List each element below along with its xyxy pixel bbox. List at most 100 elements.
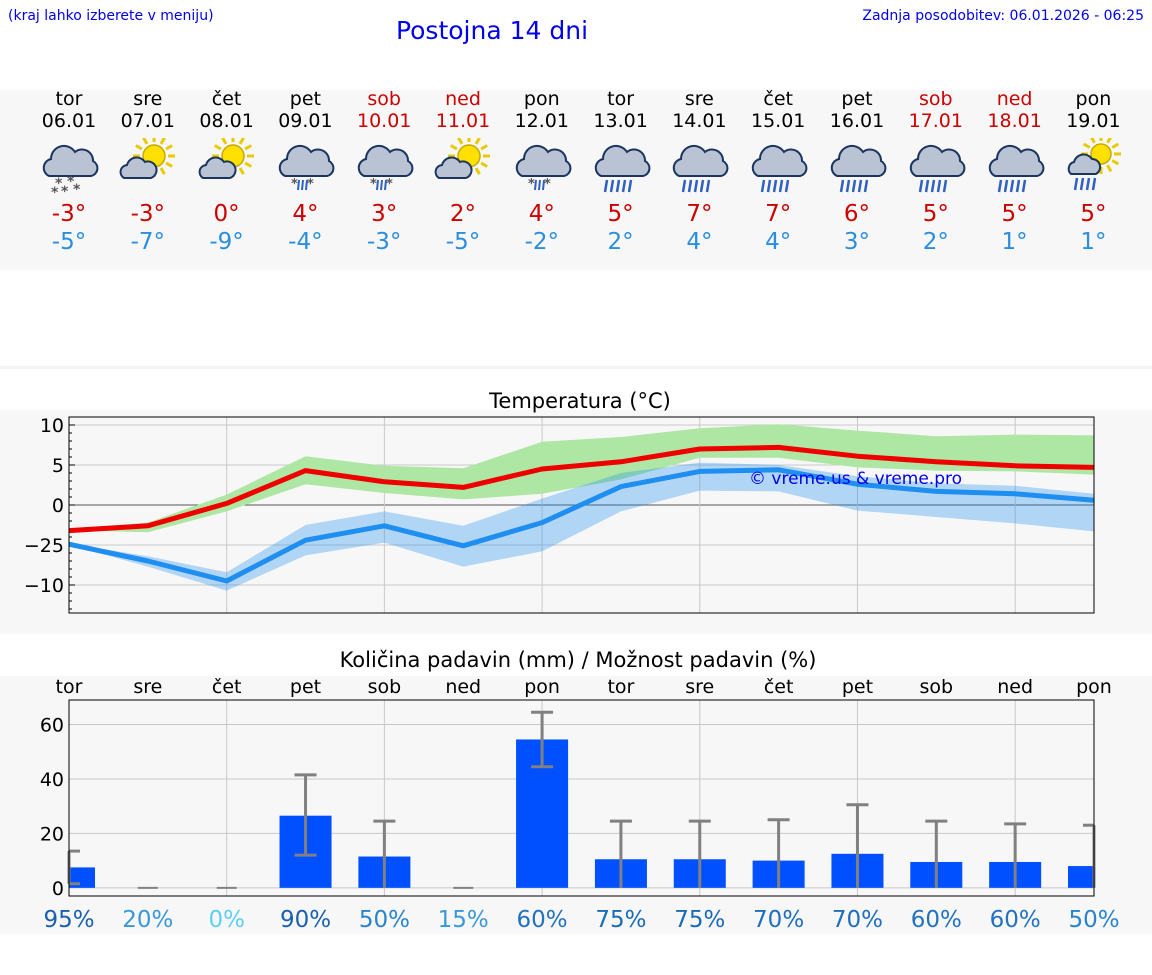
temp-min: 1° (1080, 229, 1107, 255)
separator (0, 366, 1152, 369)
svg-text:*: * (544, 177, 551, 192)
day-date: 16.01 (829, 110, 885, 132)
temperature-chart: 10 5 0 −25 −10 © vreme.us & vreme.pro (24, 415, 1095, 614)
temp-max: 4° (292, 201, 319, 227)
temperature-chart-title: Temperatura (°C) (488, 389, 671, 413)
day-name: pet (841, 88, 873, 110)
precip-probability: 0% (208, 907, 245, 933)
plot-frame (68, 416, 1095, 614)
day-name: pet (289, 88, 321, 110)
svg-text:*: * (67, 174, 75, 190)
day-name: sre (684, 88, 714, 110)
svg-text:*: * (61, 184, 69, 196)
precip-probability: 90% (280, 907, 331, 933)
day-column: ned 11.01 2° -5° (423, 88, 503, 256)
y-tick-label: 5 (52, 455, 64, 477)
day-date: 07.01 (120, 110, 175, 132)
temp-max: 6° (843, 201, 871, 227)
svg-text:*: * (386, 177, 393, 192)
precip-probability: 75% (595, 907, 646, 933)
y-tick-label: 0 (52, 495, 64, 517)
precip-probability: 50% (1068, 907, 1119, 933)
sun-cloud-icon (187, 138, 267, 196)
category-label: pet (842, 676, 873, 698)
day-name: tor (55, 88, 83, 110)
category-label: ned (445, 676, 481, 698)
temp-min: -2° (524, 229, 560, 255)
day-column: ned 18.01 5° 1° (975, 88, 1055, 256)
y-tick-label: 0 (52, 878, 64, 900)
day-column: pet 16.01 6° 3° (817, 88, 897, 256)
min-temp-range-band (69, 462, 1094, 591)
temp-max: 5° (922, 201, 949, 227)
watermark: © vreme.us & vreme.pro (749, 469, 962, 489)
category-label: čet (764, 676, 794, 698)
temp-max: 7° (686, 201, 713, 227)
day-name: čet (763, 88, 793, 110)
day-column: tor 06.01 * * * * * -3° -5° (29, 88, 109, 256)
day-name: pon (1075, 88, 1112, 110)
day-name: pon (523, 88, 560, 110)
day-name: sre (133, 88, 163, 110)
day-column: pon 12.01 * * 4° -2° (502, 88, 582, 256)
y-tick-label: 10 (40, 415, 64, 437)
day-date: 18.01 (987, 110, 1042, 132)
cloud-rain-icon (896, 138, 976, 196)
svg-text:*: * (51, 185, 59, 196)
y-tick-label: 60 (40, 715, 64, 737)
y-tick-label: 40 (40, 769, 64, 791)
temp-max: 0° (213, 201, 240, 227)
day-forecast-band (0, 90, 1152, 270)
temp-min: 1° (1001, 229, 1028, 255)
day-date: 12.01 (514, 110, 569, 132)
category-label: tor (607, 676, 634, 698)
temp-min: -5° (445, 229, 481, 255)
location-hint[interactable]: (kraj lahko izberete v meniju) (8, 8, 214, 24)
sun-cloud-icon (108, 138, 188, 196)
temp-min: 2° (607, 229, 634, 255)
precip-probability: 50% (359, 907, 410, 933)
day-column: čet 08.01 0° -9° (187, 88, 267, 256)
precip-bar (1068, 866, 1094, 888)
temp-min: -3° (366, 229, 402, 255)
y-tick-label: −25 (24, 535, 64, 557)
day-date: 10.01 (356, 110, 412, 132)
temp-max: 5° (607, 201, 634, 227)
category-label: pet (290, 676, 321, 698)
precip-probability: 60% (517, 907, 568, 933)
precip-probability: 15% (438, 907, 489, 933)
max-temp-range-band (69, 424, 1094, 533)
cloud-sleet-icon: * * (502, 138, 582, 196)
plot-frame (68, 699, 1095, 897)
temp-min: 3° (843, 229, 871, 255)
day-column: sre 14.01 7° 4° (659, 88, 739, 256)
cloud-rain-icon (659, 138, 739, 196)
svg-text:*: * (55, 176, 63, 192)
precip-probability: 95% (43, 907, 94, 933)
precip-probability: 60% (990, 907, 1041, 933)
day-date: 06.01 (41, 110, 97, 132)
sun-cloud-icon (423, 138, 503, 196)
day-date: 09.01 (278, 110, 333, 132)
day-date: 08.01 (199, 110, 254, 132)
cloud-sleet-icon: * * (344, 138, 424, 196)
day-name: tor (607, 88, 635, 110)
max-temp-line (68, 444, 1095, 534)
precip-probability: 20% (122, 907, 173, 933)
temp-max: 7° (765, 201, 792, 227)
day-column: pet 09.01 * * 4° -4° (265, 88, 345, 256)
svg-text:*: * (370, 177, 377, 192)
day-date: 19.01 (1066, 110, 1121, 132)
category-label: tor (56, 676, 83, 698)
svg-text:*: * (528, 177, 535, 192)
temp-max: 3° (371, 201, 398, 227)
day-name: ned (445, 88, 481, 110)
precip-chart-title: Količina padavin (mm) / Možnost padavin … (340, 648, 817, 672)
day-column: tor 13.01 5° 2° (581, 88, 661, 256)
precip-probability: 70% (832, 907, 883, 933)
svg-text:*: * (291, 177, 298, 192)
temp-min: -9° (209, 229, 244, 255)
min-temp-line (68, 467, 1095, 584)
cloud-rain-icon (581, 138, 661, 196)
day-date: 13.01 (593, 110, 648, 132)
